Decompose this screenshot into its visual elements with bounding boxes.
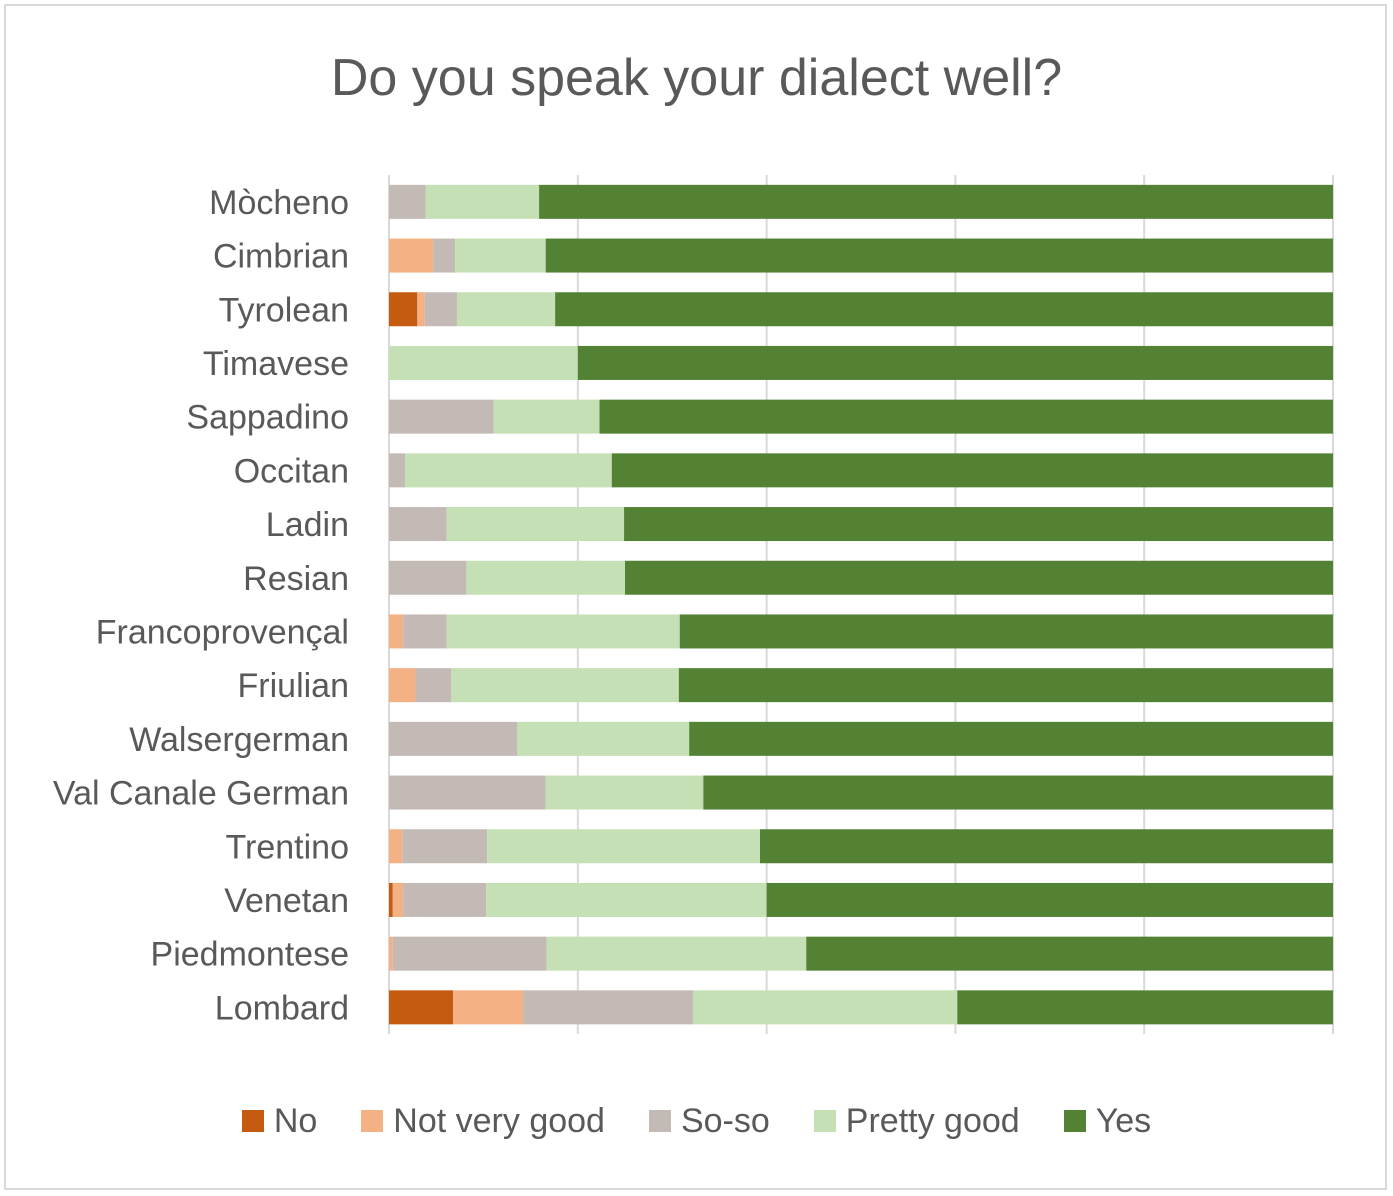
bar-segment (424, 292, 457, 327)
bar-segment (679, 614, 1333, 649)
category-label: Piedmontese (151, 936, 349, 974)
category-label: Resian (243, 560, 349, 598)
bar-segment (446, 507, 625, 542)
chart-title: Do you speak your dialect well? (330, 49, 1063, 107)
category-label: Ladin (266, 506, 349, 544)
bar-segment (389, 507, 447, 542)
bar-segment (425, 184, 540, 219)
bar-segment (466, 560, 625, 595)
bar-segment (403, 614, 447, 649)
category-label: Walsergerman (129, 721, 349, 759)
bar-segment (611, 453, 1333, 488)
legend-label: Pretty good (845, 1101, 1020, 1140)
bar-segment (678, 668, 1333, 703)
category-label: Tyrolean (219, 291, 349, 329)
legend-item: Pretty good (813, 1101, 1020, 1141)
category-label: Friulian (238, 667, 349, 705)
legend-label: So-so (680, 1101, 770, 1140)
category-label: Mòcheno (209, 184, 349, 222)
bar-segment (545, 238, 1333, 273)
bar-segment (389, 184, 426, 219)
bar-segment (389, 238, 434, 273)
legend-item: Not very good (361, 1102, 605, 1141)
bar-segment (433, 238, 456, 273)
bar-segment (957, 990, 1333, 1025)
category-label: Lombard (215, 989, 349, 1027)
bar-segment (451, 668, 679, 703)
bar-segment (577, 345, 1333, 380)
bar-segment (453, 990, 524, 1025)
bar-segment (517, 721, 690, 756)
bar-segment (403, 882, 487, 917)
bar-segment (389, 721, 518, 756)
bar-segment (405, 453, 612, 488)
legend-swatch (241, 1110, 264, 1132)
bar-segment (389, 292, 418, 327)
bar-segment (493, 399, 600, 434)
bar-segment (389, 668, 416, 703)
legend-swatch (813, 1110, 836, 1132)
bar-segment (389, 399, 494, 434)
legend-item: No (241, 1101, 318, 1141)
bar-segment (692, 990, 958, 1025)
legend-label: No (273, 1101, 318, 1140)
bar-segment (487, 829, 760, 864)
bar-segment (392, 936, 547, 971)
bar-segment (545, 775, 704, 810)
legend-swatch (361, 1110, 384, 1132)
category-label: Venetan (224, 882, 349, 920)
category-label: Cimbrian (213, 238, 349, 276)
bar-segment (456, 292, 556, 327)
bar-segment (389, 990, 454, 1025)
category-label: Timavese (203, 345, 349, 383)
bar-segment (599, 399, 1333, 434)
bar-segment (417, 292, 425, 327)
bar-segment (539, 184, 1333, 219)
category-label: Francoprovençal (96, 613, 349, 651)
category-label: Trentino (226, 828, 349, 866)
bar-segment (523, 990, 693, 1025)
bar-segment (806, 936, 1333, 971)
bar-segment (392, 882, 404, 917)
bar-segment (625, 560, 1333, 595)
bar-segment (546, 936, 807, 971)
bar-segment (389, 560, 467, 595)
bar-segment (389, 345, 578, 380)
category-label: Sappadino (186, 399, 349, 437)
bar-segment (455, 238, 546, 273)
bar-segment (446, 614, 680, 649)
legend-swatch (648, 1110, 671, 1132)
bar-segment (389, 829, 403, 864)
bar-segment (759, 829, 1333, 864)
bar-segment (389, 936, 393, 971)
legend-swatch (1063, 1110, 1086, 1132)
bar-segment (486, 882, 767, 917)
legend-item: Yes (1063, 1101, 1152, 1141)
bar-segment (389, 775, 546, 810)
legend: No Not very good So-so Pretty good Yes (0, 1098, 1393, 1144)
bar-segment (555, 292, 1333, 327)
legend-item: So-so (648, 1101, 770, 1141)
bar-segment (389, 453, 406, 488)
bar-segment (624, 507, 1333, 542)
category-label: Occitan (234, 452, 349, 490)
bar-segment (703, 775, 1333, 810)
legend-label: Not very good (393, 1101, 605, 1140)
bar-segment (689, 721, 1333, 756)
legend-label: Yes (1095, 1101, 1152, 1140)
bar-segment (766, 882, 1333, 917)
bar-segment (389, 882, 393, 917)
bar-segment (402, 829, 488, 864)
category-label: Val Canale German (53, 775, 349, 813)
bar-segment (389, 614, 404, 649)
bar-segment (415, 668, 452, 703)
